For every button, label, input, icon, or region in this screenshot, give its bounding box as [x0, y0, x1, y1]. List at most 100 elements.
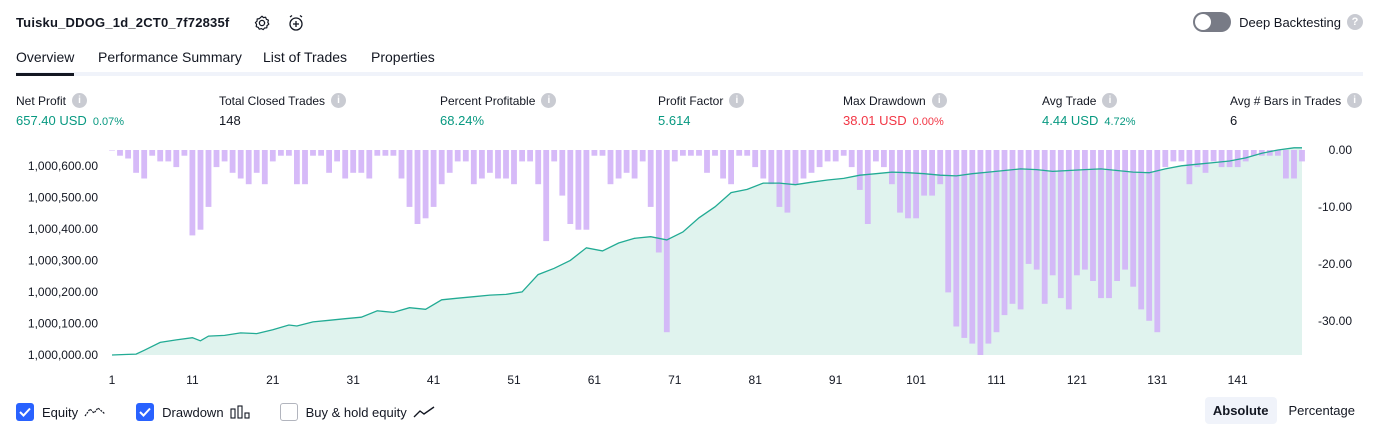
drawdown-bar [760, 150, 767, 179]
buy-hold-checkbox[interactable] [279, 403, 298, 421]
drawdown-bar [1082, 150, 1088, 270]
drawdown-bar [1250, 150, 1257, 156]
drawdown-bar [977, 150, 984, 355]
drawdown-bar [197, 150, 204, 230]
drawdown-bar [1001, 150, 1008, 316]
drawdown-bar [213, 150, 220, 168]
info-icon[interactable]: i [1347, 93, 1363, 108]
drawdown-bar [1009, 150, 1016, 304]
deep-backtesting-label: Deep Backtesting [1239, 14, 1341, 30]
drawdown-bar [1234, 150, 1241, 168]
help-icon[interactable]: ? [1347, 14, 1363, 30]
drawdown-bar [366, 150, 373, 179]
drawdown-bar [141, 150, 148, 179]
metric-value: 68.24% [440, 113, 485, 128]
deep-backtesting-toggle[interactable] [1193, 12, 1232, 32]
drawdown-bar [1162, 150, 1169, 168]
tab-bar: Overview Performance Summary List of Tra… [16, 46, 1363, 76]
drawdown-bar [647, 150, 654, 207]
drawdown-bar [503, 150, 509, 179]
drawdown-bar [631, 150, 638, 179]
strategy-title: Tuisku_DDOG_1d_2CT0_7f72835f [16, 15, 230, 30]
metric-profit-factor: Profit Factor i 5.614 [658, 93, 745, 128]
percentage-button[interactable]: Percentage [1288, 403, 1356, 418]
left-axis-tick-label: 1,000,200.00 [28, 285, 98, 299]
drawdown-bar [744, 150, 751, 156]
x-axis-tick-label: 141 [1228, 373, 1248, 387]
info-icon[interactable]: i [931, 93, 947, 108]
drawdown-bar [953, 150, 960, 327]
drawdown-bar [229, 150, 236, 173]
drawdown-bar [559, 150, 566, 196]
legend-drawdown[interactable]: Drawdown [136, 403, 250, 421]
legend-buy-hold[interactable]: Buy & hold equity [279, 403, 435, 421]
drawdown-bar [470, 150, 477, 185]
drawdown-bar [800, 150, 807, 179]
drawdown-bar [1194, 150, 1201, 168]
strategy-header: Tuisku_DDOG_1d_2CT0_7f72835f Deep Backte… [16, 12, 1363, 36]
add-alert-icon[interactable] [286, 13, 306, 33]
gear-icon[interactable] [252, 13, 272, 33]
drawdown-bar [1178, 150, 1185, 162]
drawdown-bar [575, 150, 582, 230]
x-axis-tick-label: 1 [109, 373, 116, 387]
drawdown-bar [712, 150, 718, 156]
tab-overview[interactable]: Overview [16, 49, 75, 76]
metric-percent-profitable: Percent Profitable i 68.24% [440, 93, 557, 128]
drawdown-bar [1049, 150, 1056, 276]
tab-properties[interactable]: Properties [371, 49, 435, 65]
absolute-button[interactable]: Absolute [1204, 397, 1277, 424]
drawdown-bar [905, 150, 911, 219]
drawdown-bar [1138, 150, 1145, 310]
drawdown-bar [157, 150, 164, 162]
legend-label: Buy & hold equity [305, 404, 407, 420]
drawdown-checkbox[interactable] [136, 403, 155, 421]
metric-label: Avg Trade [1042, 93, 1097, 108]
drawdown-bar [1041, 150, 1048, 304]
drawdown-bar [848, 150, 855, 168]
drawdown-bar [117, 150, 123, 156]
tab-performance-summary[interactable]: Performance Summary [98, 49, 242, 65]
drawdown-bar [1146, 150, 1153, 321]
x-axis-tick-label: 81 [749, 373, 763, 387]
left-axis-tick-label: 1,000,500.00 [28, 190, 98, 204]
drawdown-bar [173, 150, 180, 168]
drawdown-bar [1130, 150, 1137, 287]
info-icon[interactable]: i [331, 93, 347, 108]
drawdown-bar [1210, 150, 1217, 162]
drawdown-bar [286, 150, 292, 156]
metric-value: 4.44 USD [1042, 113, 1099, 128]
metric-total-closed-trades: Total Closed Trades i 148 [219, 93, 347, 128]
drawdown-bar [1057, 150, 1064, 299]
metric-label: Avg # Bars in Trades [1230, 93, 1342, 108]
drawdown-bar [615, 150, 622, 179]
tab-list-of-trades[interactable]: List of Trades [263, 49, 348, 65]
drawdown-bar [736, 150, 743, 156]
drawdown-bar [921, 150, 927, 196]
drawdown-bar [454, 150, 461, 162]
drawdown-bar [390, 150, 397, 156]
right-axis-tick-label: -20.00 [1318, 257, 1352, 271]
chart-legend: Equity Drawdown Buy & hold equity [16, 401, 465, 423]
metric-value: 38.01 USD [843, 113, 907, 128]
drawdown-bar [1122, 150, 1128, 270]
drawdown-bar [1074, 150, 1080, 276]
drawdown-bar [1025, 150, 1032, 264]
drawdown-bar [430, 150, 437, 207]
equity-checkbox[interactable] [16, 403, 34, 421]
drawdown-bar [133, 150, 139, 173]
drawdown-bar [462, 150, 469, 162]
metric-percent: 4.72% [1104, 116, 1136, 128]
drawdown-bar [125, 150, 131, 159]
metric-label: Profit Factor [658, 93, 724, 108]
legend-equity[interactable]: Equity [16, 403, 106, 421]
info-icon[interactable]: i [1102, 93, 1118, 108]
metric-value: 6 [1230, 113, 1238, 128]
info-icon[interactable]: i [72, 93, 88, 108]
info-icon[interactable]: i [541, 93, 557, 108]
x-axis-tick-label: 41 [427, 373, 441, 387]
drawdown-bar [294, 150, 300, 185]
metric-label: Percent Profitable [440, 93, 536, 108]
info-icon[interactable]: i [729, 93, 745, 108]
drawdown-bar [1299, 150, 1305, 162]
